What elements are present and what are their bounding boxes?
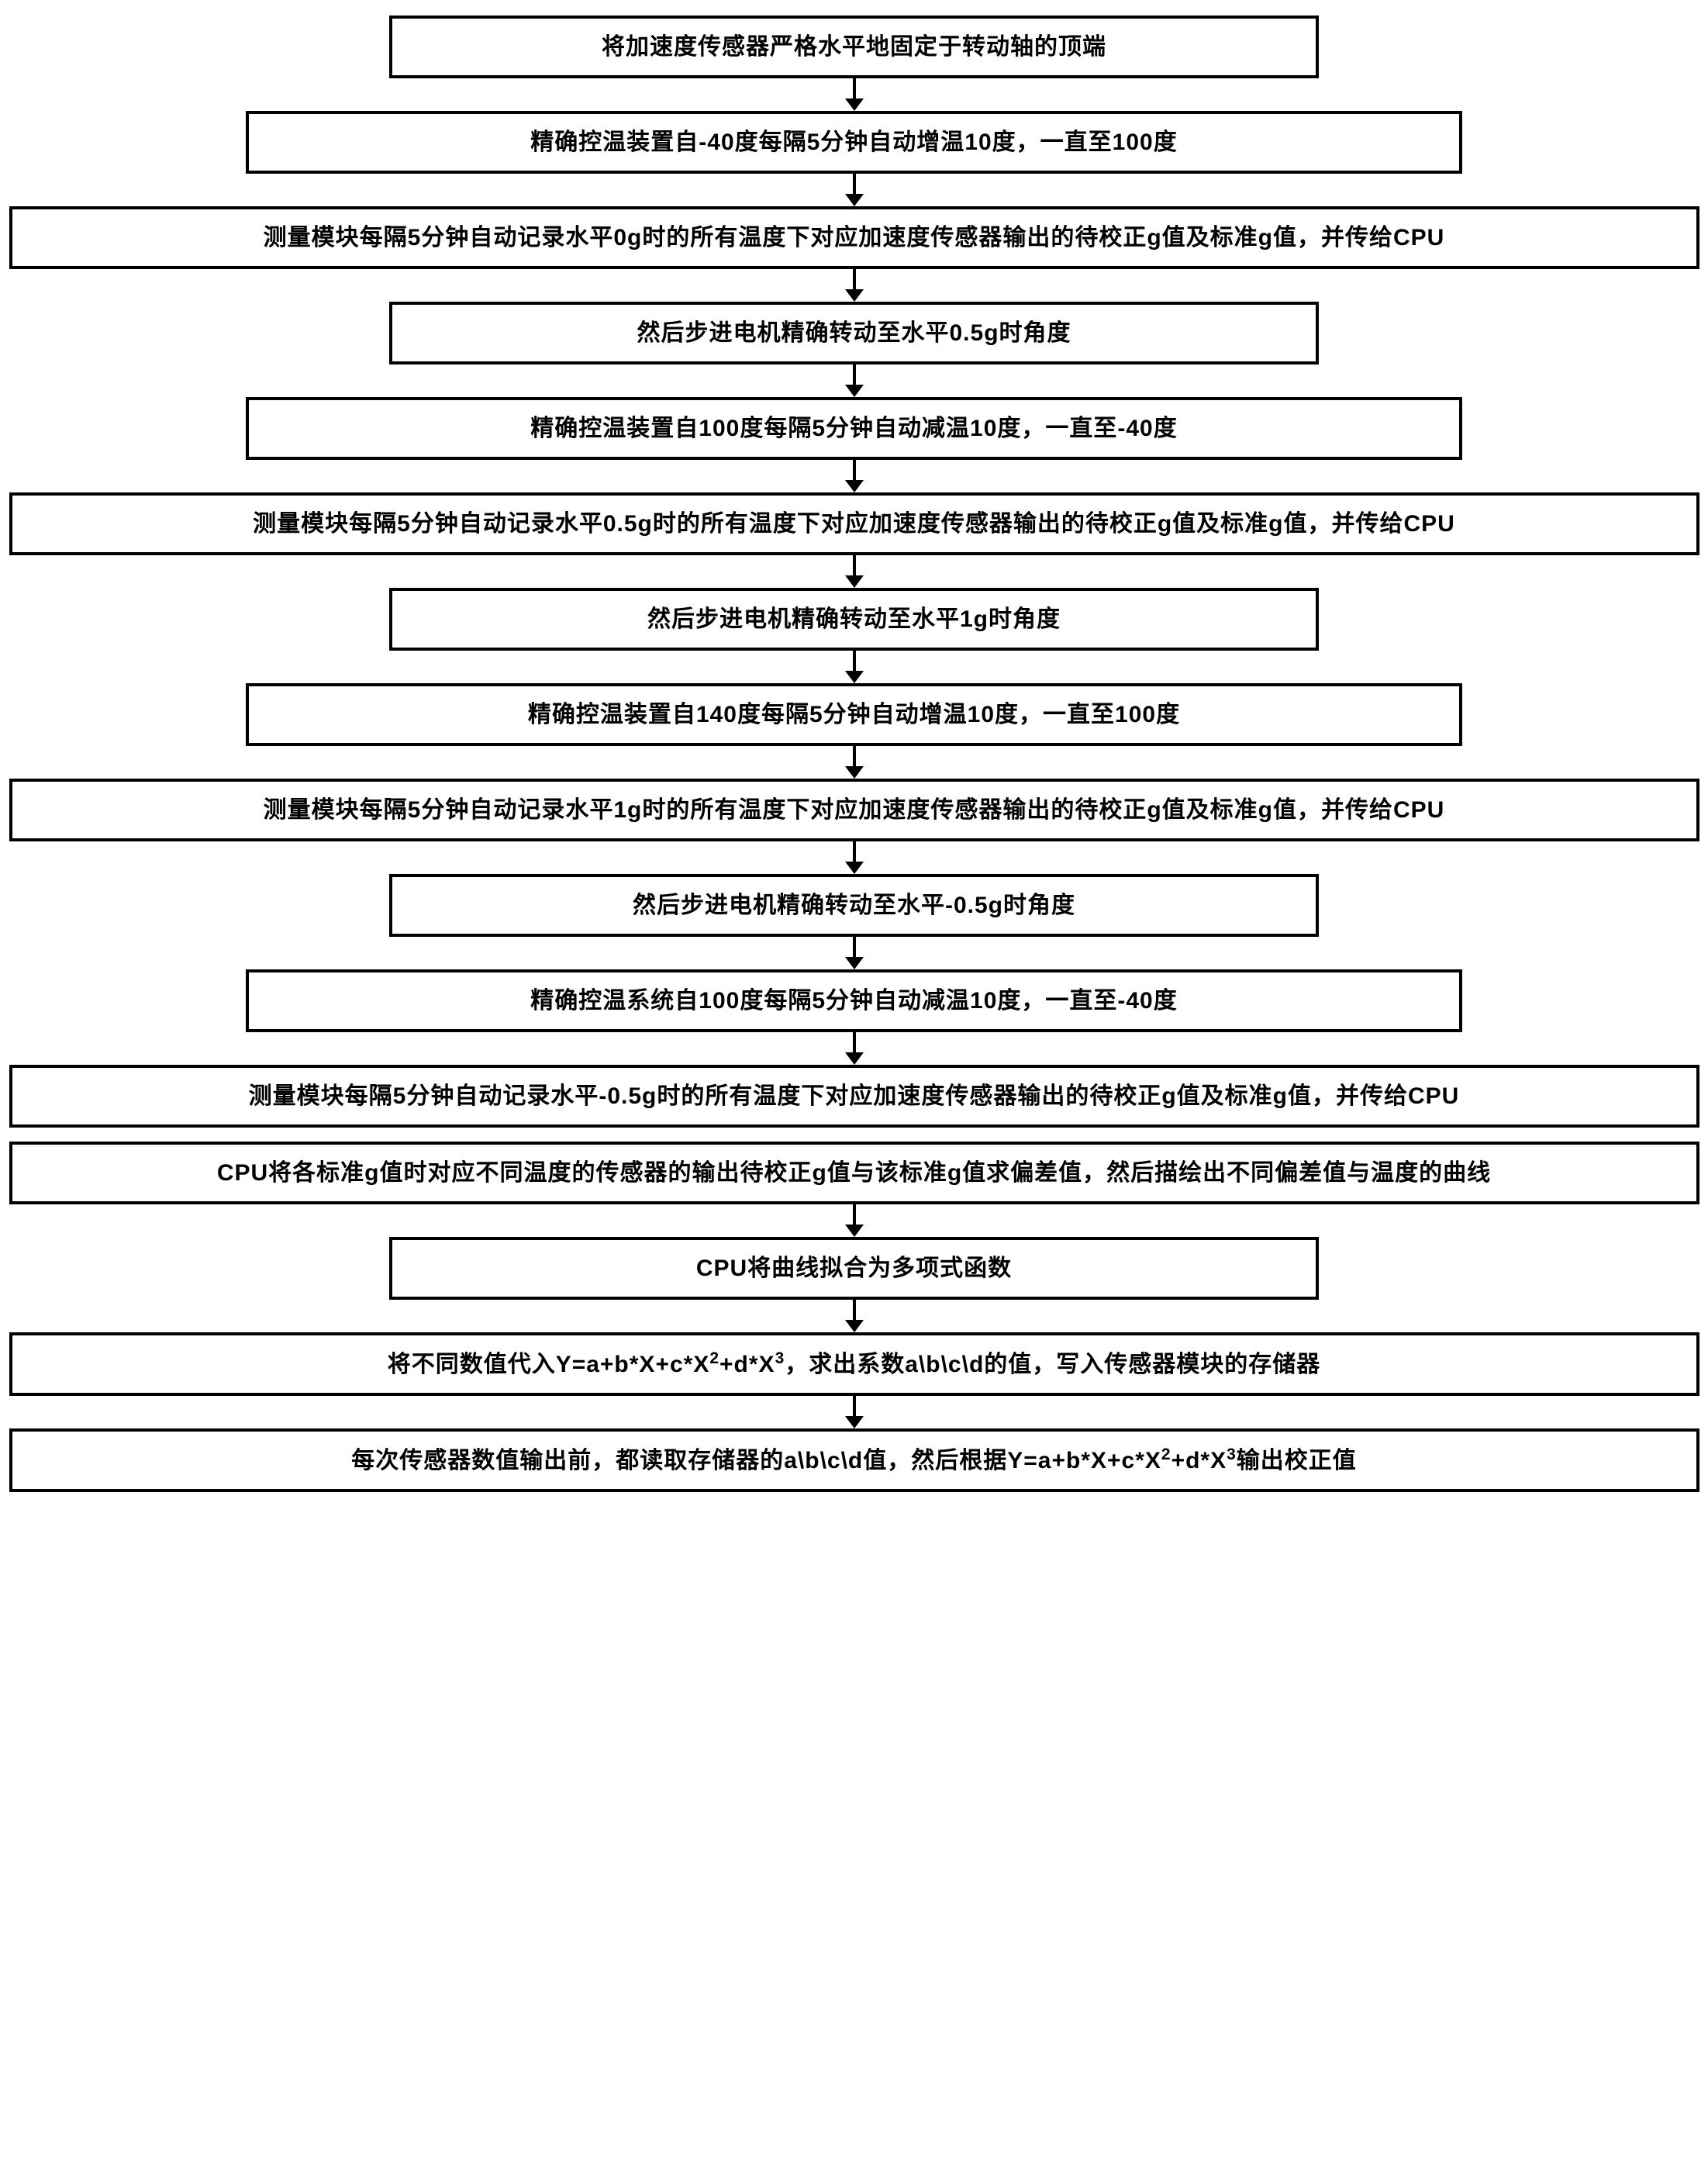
flowchart-step-2: 精确控温装置自-40度每隔5分钟自动增温10度，一直至100度 bbox=[246, 111, 1463, 174]
arrow-down-icon bbox=[845, 269, 864, 302]
flowchart-step-1: 将加速度传感器严格水平地固定于转动轴的顶端 bbox=[389, 16, 1319, 78]
flowchart-step-13: CPU将各标准g值时对应不同温度的传感器的输出待校正g值与该标准g值求偏差值，然… bbox=[9, 1142, 1699, 1204]
arrow-down-icon bbox=[845, 1300, 864, 1332]
arrow-down-icon bbox=[845, 651, 864, 683]
flowchart-step-11: 精确控温系统自100度每隔5分钟自动减温10度，一直至-40度 bbox=[246, 969, 1463, 1032]
arrow-down-icon bbox=[845, 78, 864, 111]
arrow-down-icon bbox=[845, 937, 864, 969]
flowchart-container: 将加速度传感器严格水平地固定于转动轴的顶端精确控温装置自-40度每隔5分钟自动增… bbox=[9, 16, 1699, 1492]
flowchart-step-14: CPU将曲线拟合为多项式函数 bbox=[389, 1237, 1319, 1300]
flowchart-step-9: 测量模块每隔5分钟自动记录水平1g时的所有温度下对应加速度传感器输出的待校正g值… bbox=[9, 779, 1699, 841]
flowchart-step-7: 然后步进电机精确转动至水平1g时角度 bbox=[389, 588, 1319, 651]
flowchart-step-8: 精确控温装置自140度每隔5分钟自动增温10度，一直至100度 bbox=[246, 683, 1463, 746]
arrow-down-icon bbox=[845, 460, 864, 492]
flowchart-step-15: 将不同数值代入Y=a+b*X+c*X2+d*X3，求出系数a\b\c\d的值，写… bbox=[9, 1332, 1699, 1396]
flowchart-step-6: 测量模块每隔5分钟自动记录水平0.5g时的所有温度下对应加速度传感器输出的待校正… bbox=[9, 492, 1699, 555]
arrow-down-icon bbox=[845, 174, 864, 206]
arrow-down-icon bbox=[845, 1396, 864, 1428]
flowchart-step-12: 测量模块每隔5分钟自动记录水平-0.5g时的所有温度下对应加速度传感器输出的待校… bbox=[9, 1065, 1699, 1128]
arrow-down-icon bbox=[845, 555, 864, 588]
flowchart-step-4: 然后步进电机精确转动至水平0.5g时角度 bbox=[389, 302, 1319, 364]
flowchart-step-10: 然后步进电机精确转动至水平-0.5g时角度 bbox=[389, 874, 1319, 937]
arrow-down-icon bbox=[845, 841, 864, 874]
arrow-down-icon bbox=[845, 364, 864, 397]
flowchart-step-16: 每次传感器数值输出前，都读取存储器的a\b\c\d值，然后根据Y=a+b*X+c… bbox=[9, 1428, 1699, 1492]
flowchart-step-5: 精确控温装置自100度每隔5分钟自动减温10度，一直至-40度 bbox=[246, 397, 1463, 460]
flowchart-step-3: 测量模块每隔5分钟自动记录水平0g时的所有温度下对应加速度传感器输出的待校正g值… bbox=[9, 206, 1699, 269]
arrow-down-icon bbox=[845, 1204, 864, 1237]
arrow-down-icon bbox=[845, 746, 864, 779]
arrow-down-icon bbox=[845, 1032, 864, 1065]
